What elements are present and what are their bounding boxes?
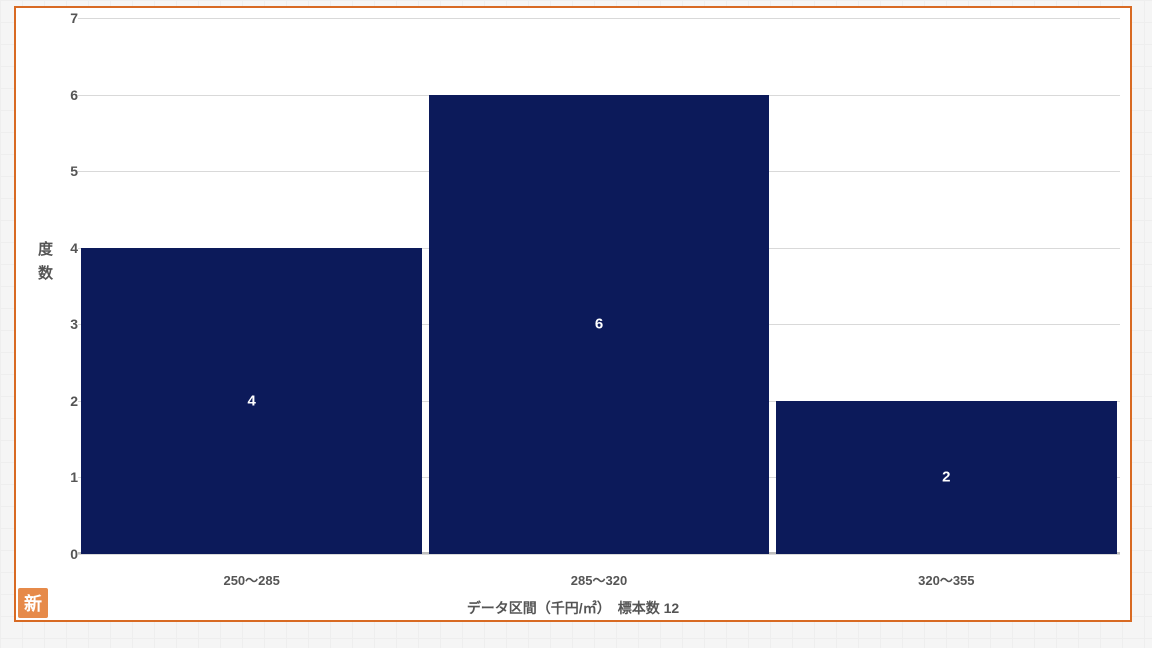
bar-value-label: 6 [595, 316, 603, 333]
badge-text: 新 [24, 590, 42, 616]
gridline [78, 18, 1120, 19]
x-tick-label: 320～355 [918, 570, 974, 589]
y-tick-label: 2 [48, 393, 78, 409]
bar: 6 [429, 95, 769, 554]
bar: 4 [81, 248, 421, 554]
y-tick-label: 0 [48, 546, 78, 562]
y-tick-label: 4 [48, 240, 78, 256]
new-badge-icon: 新 [18, 588, 48, 618]
gridline [78, 554, 1120, 555]
y-tick-label: 3 [48, 316, 78, 332]
x-tick-label: 285～320 [571, 570, 627, 589]
bar-value-label: 4 [247, 392, 255, 409]
x-axis-label: データ区間（千円/㎡） 標本数 12 [16, 598, 1130, 618]
bar-value-label: 2 [942, 469, 950, 486]
y-tick-label: 1 [48, 469, 78, 485]
y-axis-label-line2: 数 [38, 262, 53, 286]
y-tick-label: 7 [48, 10, 78, 26]
plot-area: 4 6 2 [78, 18, 1120, 554]
y-tick-label: 6 [48, 87, 78, 103]
y-tick-label: 5 [48, 163, 78, 179]
chart-frame: 度 数 462 データ区間（千円/㎡） 標本数 12 新 01234567250… [14, 6, 1132, 622]
bar: 2 [776, 401, 1116, 554]
x-axis-label-prefix: データ区間（千円/㎡） 標本数 [467, 600, 660, 616]
x-tick-label: 250～285 [223, 570, 279, 589]
x-axis-sample-count: 12 [664, 600, 680, 616]
